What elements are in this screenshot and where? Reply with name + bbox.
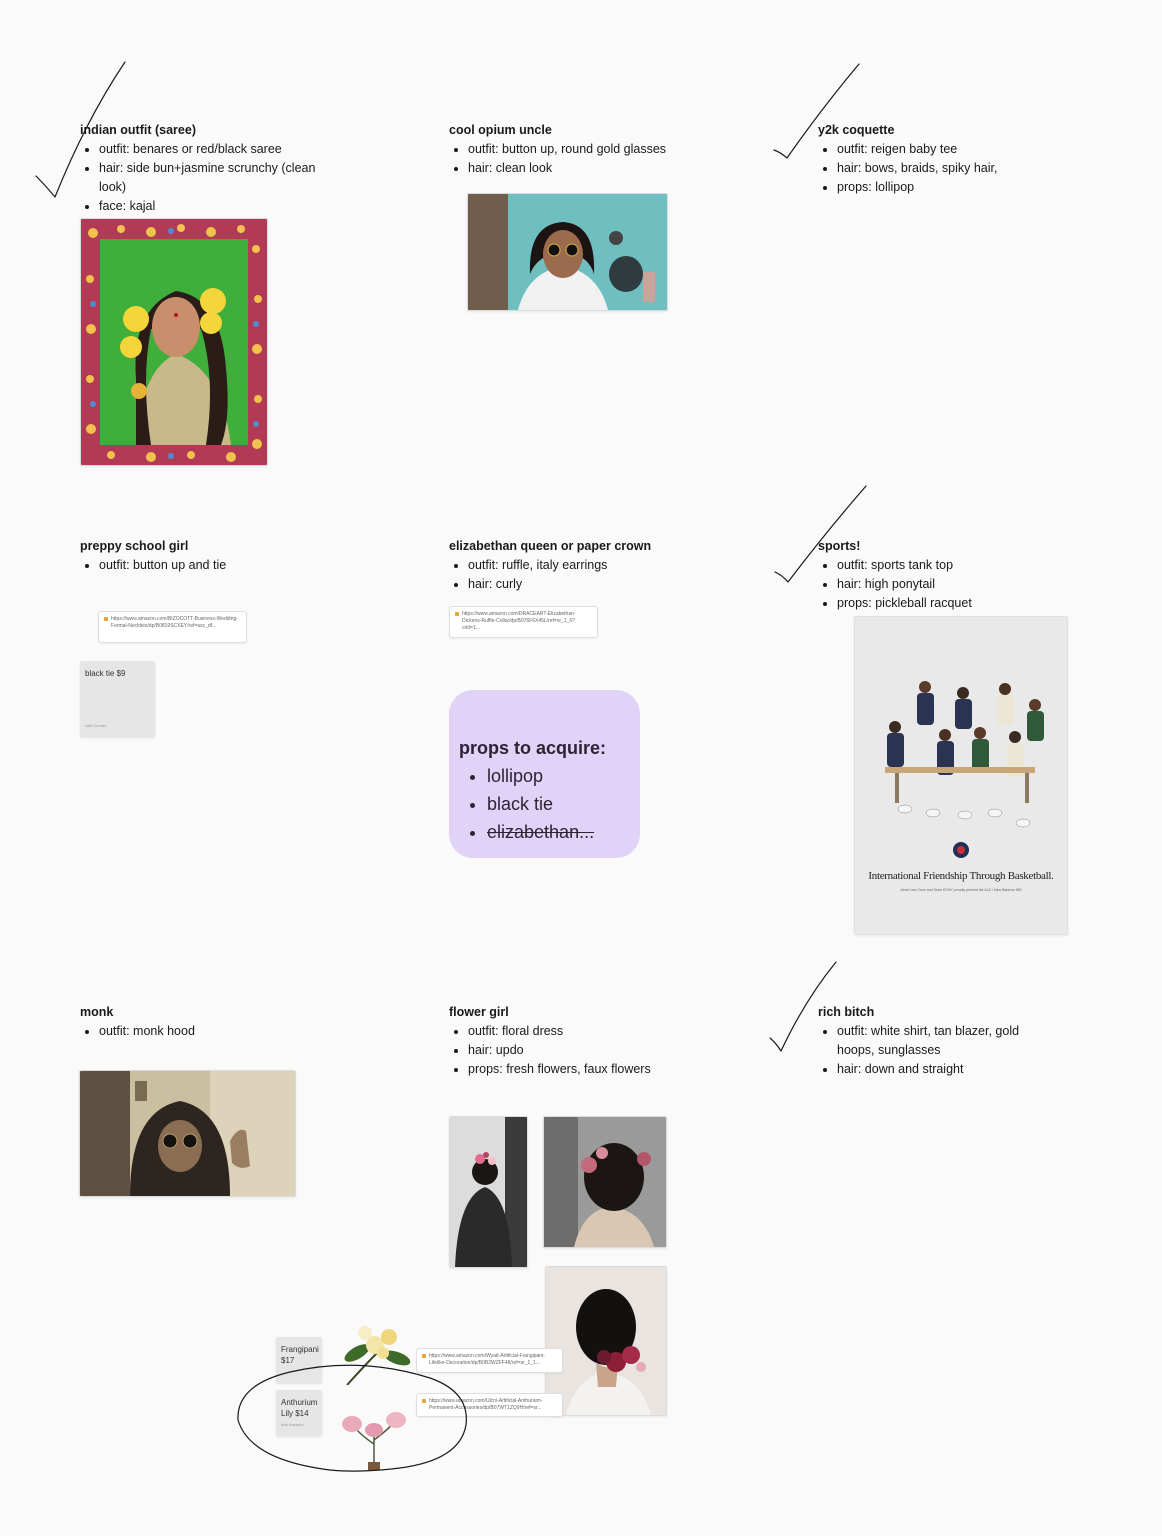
sticky-title: props to acquire: xyxy=(459,738,607,758)
list-item: props: pickleball racquet xyxy=(837,594,1058,613)
frangipani-price-card[interactable]: Frangipani $17 xyxy=(276,1337,322,1383)
list-item: outfit: floral dress xyxy=(468,1022,709,1041)
list-item: outfit: reigen baby tee xyxy=(837,140,1058,159)
link-url: https://www.amazon.com/Wyatt-Artificial-… xyxy=(429,1353,545,1366)
flower-updo-photo-3[interactable] xyxy=(545,1266,667,1416)
amazon-favicon-icon xyxy=(455,612,459,616)
section-title: rich bitch xyxy=(818,1005,875,1019)
list-item: face: kajal xyxy=(99,197,330,216)
list-item: outfit: button up and tie xyxy=(99,556,330,575)
list-item: outfit: benares or red/black saree xyxy=(99,140,330,159)
section-flower: flower girl outfit: floral dress hair: u… xyxy=(449,1003,709,1079)
sticky-item-struck: elizabethan... xyxy=(487,818,630,846)
section-title: elizabethan queen or paper crown xyxy=(449,539,652,553)
saree-portrait-image[interactable] xyxy=(80,218,268,466)
section-y2k: y2k coquette outfit: reigen baby tee hai… xyxy=(818,121,1058,197)
opium-uncle-photo[interactable] xyxy=(467,193,668,311)
sticky-item: lollipop xyxy=(487,762,630,790)
list-item: outfit: ruffle, italy earrings xyxy=(468,556,709,575)
list-item: outfit: monk hood xyxy=(99,1022,330,1041)
poster-headline: International Friendship Through Basketb… xyxy=(868,870,1054,882)
list-item: outfit: sports tank top xyxy=(837,556,1058,575)
link-url: https://www.amazon.com/Ulcni-Artificial-… xyxy=(429,1398,543,1411)
list-item: hair: clean look xyxy=(468,159,709,178)
sticky-item: black tie xyxy=(487,790,630,818)
section-title: flower girl xyxy=(449,1005,509,1019)
frangipani-link-card[interactable]: https://www.amazon.com/Wyatt-Artificial-… xyxy=(416,1348,563,1373)
section-title: indian outfit (saree) xyxy=(80,123,196,137)
props-sticky-note[interactable]: props to acquire: lollipop black tie eli… xyxy=(449,690,640,858)
list-item: props: lollipop xyxy=(837,178,1058,197)
section-rich: rich bitch outfit: white shirt, tan blaz… xyxy=(818,1003,1038,1079)
list-item: outfit: white shirt, tan blazer, gold ho… xyxy=(837,1022,1038,1060)
anthurium-price-card[interactable]: Anthurium Lily $14 with Amazon xyxy=(276,1390,322,1436)
section-title: cool opium uncle xyxy=(449,123,552,137)
section-sports: sports! outfit: sports tank top hair: hi… xyxy=(818,537,1058,613)
black-tie-price-card[interactable]: black tie $9 with Dunder xyxy=(80,661,155,737)
tie-link-card[interactable]: https://www.amazon.com/BIZOCOTT-Business… xyxy=(98,611,247,643)
list-item: outfit: button up, round gold glasses xyxy=(468,140,709,159)
section-elizabethan: elizabethan queen or paper crown outfit:… xyxy=(449,537,709,594)
section-title: sports! xyxy=(818,539,861,553)
section-preppy: preppy school girl outfit: button up and… xyxy=(80,537,330,575)
section-monk: monk outfit: monk hood xyxy=(80,1003,330,1041)
anthurium-link-card[interactable]: https://www.amazon.com/Ulcni-Artificial-… xyxy=(416,1393,563,1417)
basketball-poster-image[interactable]: International Friendship Through Basketb… xyxy=(854,616,1068,935)
price-label: Frangipani $17 xyxy=(281,1345,319,1365)
price-label: black tie $9 xyxy=(85,669,126,678)
amazon-favicon-icon xyxy=(422,1399,426,1403)
list-item: hair: down and straight xyxy=(837,1060,1038,1079)
section-title: preppy school girl xyxy=(80,539,189,553)
link-url: https://www.amazon.com/BIZOCOTT-Business… xyxy=(111,616,238,629)
poster-subline: Aimé Leon Dore and Team EDNY proudly pre… xyxy=(900,888,1022,892)
list-item: props: fresh flowers, faux flowers xyxy=(468,1060,709,1079)
section-indian: indian outfit (saree) outfit: benares or… xyxy=(80,121,330,216)
anthurium-flower-image[interactable] xyxy=(334,1404,412,1470)
monk-hood-photo[interactable] xyxy=(79,1070,296,1197)
ruffle-link-card[interactable]: https://www.amazon.com/DRACEART-Elizabet… xyxy=(449,606,598,638)
list-item: hair: updo xyxy=(468,1041,709,1060)
list-item: hair: curly xyxy=(468,575,709,594)
link-url: https://www.amazon.com/DRACEART-Elizabet… xyxy=(462,611,576,631)
price-source: with Amazon xyxy=(281,1422,304,1427)
list-item: hair: side bun+jasmine scrunchy (clean l… xyxy=(99,159,330,197)
list-item: hair: high ponytail xyxy=(837,575,1058,594)
section-title: y2k coquette xyxy=(818,123,895,137)
flower-updo-photo-2[interactable] xyxy=(543,1116,667,1248)
list-item: hair: bows, braids, spiky hair, xyxy=(837,159,1058,178)
frangipani-flower-image[interactable] xyxy=(337,1313,415,1385)
section-title: monk xyxy=(80,1005,114,1019)
price-source: with Dunder xyxy=(85,723,107,728)
amazon-favicon-icon xyxy=(422,1354,426,1358)
price-label: Anthurium Lily $14 xyxy=(281,1398,318,1418)
amazon-favicon-icon xyxy=(104,617,108,621)
flower-updo-photo-1[interactable] xyxy=(449,1116,528,1268)
section-opium: cool opium uncle outfit: button up, roun… xyxy=(449,121,709,178)
